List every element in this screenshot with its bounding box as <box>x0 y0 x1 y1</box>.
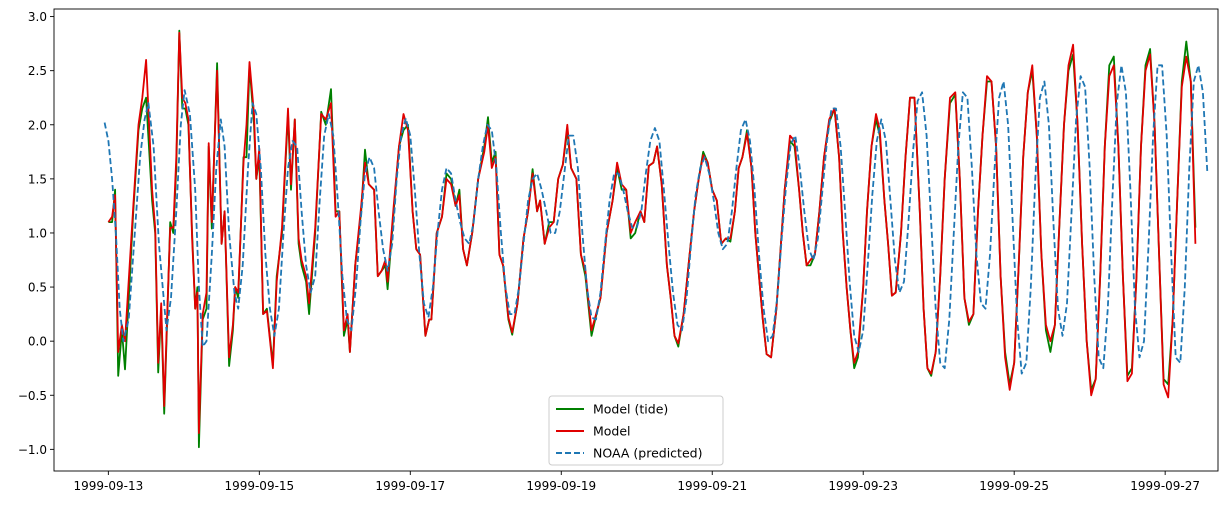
legend: Model (tide) Model NOAA (predicted) <box>549 396 723 465</box>
x-tick-label: 1999-09-17 <box>375 479 445 493</box>
x-tick-label: 1999-09-27 <box>1130 479 1200 493</box>
y-tick-label: 2.0 <box>28 118 47 132</box>
x-tick-label: 1999-09-23 <box>828 479 898 493</box>
x-tick-label: 1999-09-13 <box>73 479 143 493</box>
x-tick-label: 1999-09-19 <box>526 479 596 493</box>
y-tick-label: 0.0 <box>28 335 47 349</box>
y-tick-label: −0.5 <box>18 389 47 403</box>
x-tick-label: 1999-09-15 <box>224 479 294 493</box>
y-tick-label: 1.5 <box>28 172 47 186</box>
y-tick-label: 0.5 <box>28 281 47 295</box>
legend-label-noaa-predicted: NOAA (predicted) <box>593 446 702 461</box>
x-tick-label: 1999-09-25 <box>979 479 1049 493</box>
legend-label-model: Model <box>593 424 631 439</box>
y-tick-label: 3.0 <box>28 10 47 24</box>
legend-label-model-tide: Model (tide) <box>593 402 668 417</box>
x-tick-label: 1999-09-21 <box>677 479 747 493</box>
y-tick-label: 2.5 <box>28 64 47 78</box>
y-tick-label: 1.0 <box>28 226 47 240</box>
y-tick-label: −1.0 <box>18 443 47 457</box>
